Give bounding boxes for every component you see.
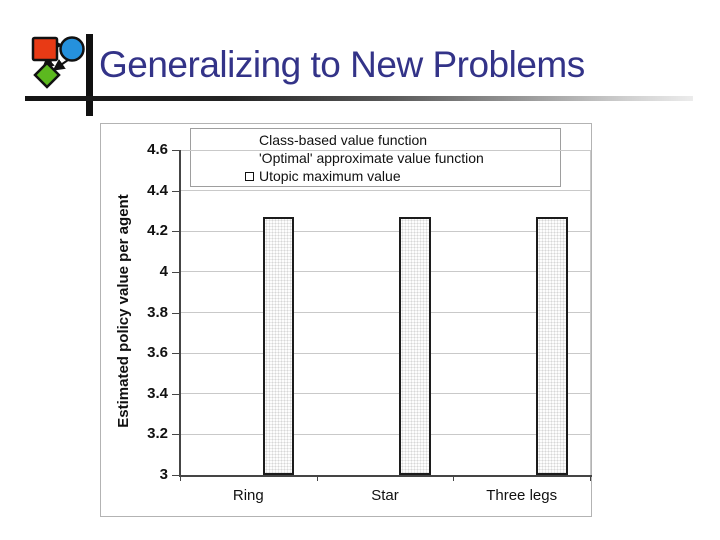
y-tick: [172, 434, 180, 436]
gridline: [180, 230, 590, 232]
y-tick-label: 4.4: [147, 181, 168, 199]
y-tick-label: 4: [159, 262, 168, 280]
y-tick: [172, 312, 180, 314]
y-tick-label: 3.8: [147, 303, 168, 321]
y-tick-label: 4.6: [147, 141, 168, 158]
x-tick: [180, 475, 181, 481]
y-axis-line: [178, 150, 181, 477]
legend-label: Class-based value function: [259, 132, 428, 148]
x-axis-label-star: Star: [371, 487, 399, 504]
bar-three-legs: [536, 217, 568, 475]
y-tick: [172, 353, 180, 355]
y-tick-label: 3: [159, 466, 168, 483]
y-tick: [172, 190, 180, 192]
y-tick: [172, 231, 180, 233]
legend-entry: Class-based value function: [245, 131, 560, 149]
gridline: [180, 149, 590, 151]
logo-blue-circle: [59, 36, 85, 62]
bar-chart: Estimated policy value per agent Class-b…: [100, 123, 592, 517]
arrow-circle-to-diamond: [52, 58, 69, 71]
chart-legend: Class-based value function 'Optimal' appr…: [190, 128, 561, 187]
x-tick: [316, 475, 318, 481]
legend-square-marker: [245, 171, 254, 181]
bar-ring: [262, 217, 295, 475]
gridline: [180, 312, 590, 313]
x-axis-label-three-legs: Three legs: [486, 487, 558, 504]
y-tick: [172, 271, 180, 273]
plot-border-right: [590, 150, 591, 475]
legend-entry: Utopic maximum value: [245, 167, 560, 185]
logo-green-diamond: [33, 61, 61, 89]
bar-star: [399, 217, 432, 475]
x-axis-label-ring: Ring: [232, 487, 264, 504]
y-tick: [172, 475, 180, 476]
title-divider-horizontal: [25, 96, 693, 101]
logo-red-square: [31, 36, 59, 62]
x-tick: [453, 475, 455, 481]
gridline: [180, 190, 590, 192]
x-axis-line: [178, 475, 592, 477]
logo-graph-icon: [31, 36, 85, 89]
y-tick-label: 3.4: [147, 384, 168, 402]
y-tick-label: 4.2: [147, 222, 168, 240]
legend-label: 'Optimal' approximate value function: [259, 150, 484, 166]
gridline: [180, 271, 590, 273]
legend-label: Utopic maximum value: [259, 168, 401, 184]
title-divider-vertical: [86, 34, 93, 116]
y-tick: [172, 393, 180, 395]
legend-entry: 'Optimal' approximate value function: [245, 149, 560, 167]
slide-title: Generalizing to New Problems: [99, 44, 585, 85]
gridline: [180, 393, 590, 395]
gridline: [180, 433, 590, 435]
gridline: [180, 352, 590, 354]
y-tick-label: 3.6: [147, 344, 168, 362]
x-tick: [590, 475, 591, 481]
y-tick: [172, 150, 180, 151]
y-tick-label: 3.2: [147, 425, 168, 443]
